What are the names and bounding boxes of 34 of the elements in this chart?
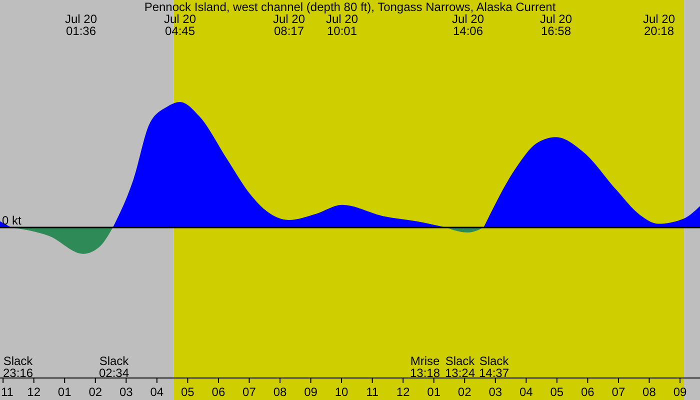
text: Jul 20 14:06 <box>452 12 486 38</box>
x-tick-label: 04 <box>150 385 164 399</box>
x-tick-label: 05 <box>181 385 195 399</box>
x-tick-label: 03 <box>119 385 134 399</box>
x-tick-label: 05 <box>550 385 564 399</box>
x-tick-label: 02 <box>458 385 472 399</box>
text: Slack 02:34 <box>98 354 130 380</box>
x-tick-label: 04 <box>519 385 534 399</box>
x-tick-label: 09 <box>304 385 318 399</box>
x-tick-label: 02 <box>88 385 102 399</box>
text: Jul 20 01:36 <box>64 12 98 38</box>
text: Jul 20 16:58 <box>538 12 574 38</box>
x-tick-label: 01 <box>427 385 441 399</box>
x-tick-label: 11 <box>366 385 379 399</box>
x-tick-label: 07 <box>242 385 256 399</box>
text: Slack 14:37 <box>478 354 510 380</box>
text: Mrise 13:18 <box>410 354 440 380</box>
x-tick-label: 06 <box>581 385 595 399</box>
ref-line-label: 0 kt <box>2 214 22 228</box>
x-tick-label: 12 <box>27 385 41 399</box>
x-tick-label: 07 <box>612 385 626 399</box>
x-tick-label: 10 <box>334 385 349 399</box>
text: Jul 20 10:01 <box>326 12 360 38</box>
x-tick-label: 11 <box>1 385 14 399</box>
x-tick-label: 08 <box>273 385 287 399</box>
x-tick-label: 08 <box>642 385 656 399</box>
text: Jul 20 20:18 <box>642 12 676 38</box>
x-tick-label: 06 <box>212 385 226 399</box>
x-tick-label: 12 <box>396 385 410 399</box>
text: Jul 20 08:17 <box>272 12 306 38</box>
x-tick-label: 01 <box>58 385 72 399</box>
text: Slack 23:16 <box>2 354 34 380</box>
text: Slack 13:24 <box>444 354 476 380</box>
x-tick-label: 03 <box>488 385 502 399</box>
